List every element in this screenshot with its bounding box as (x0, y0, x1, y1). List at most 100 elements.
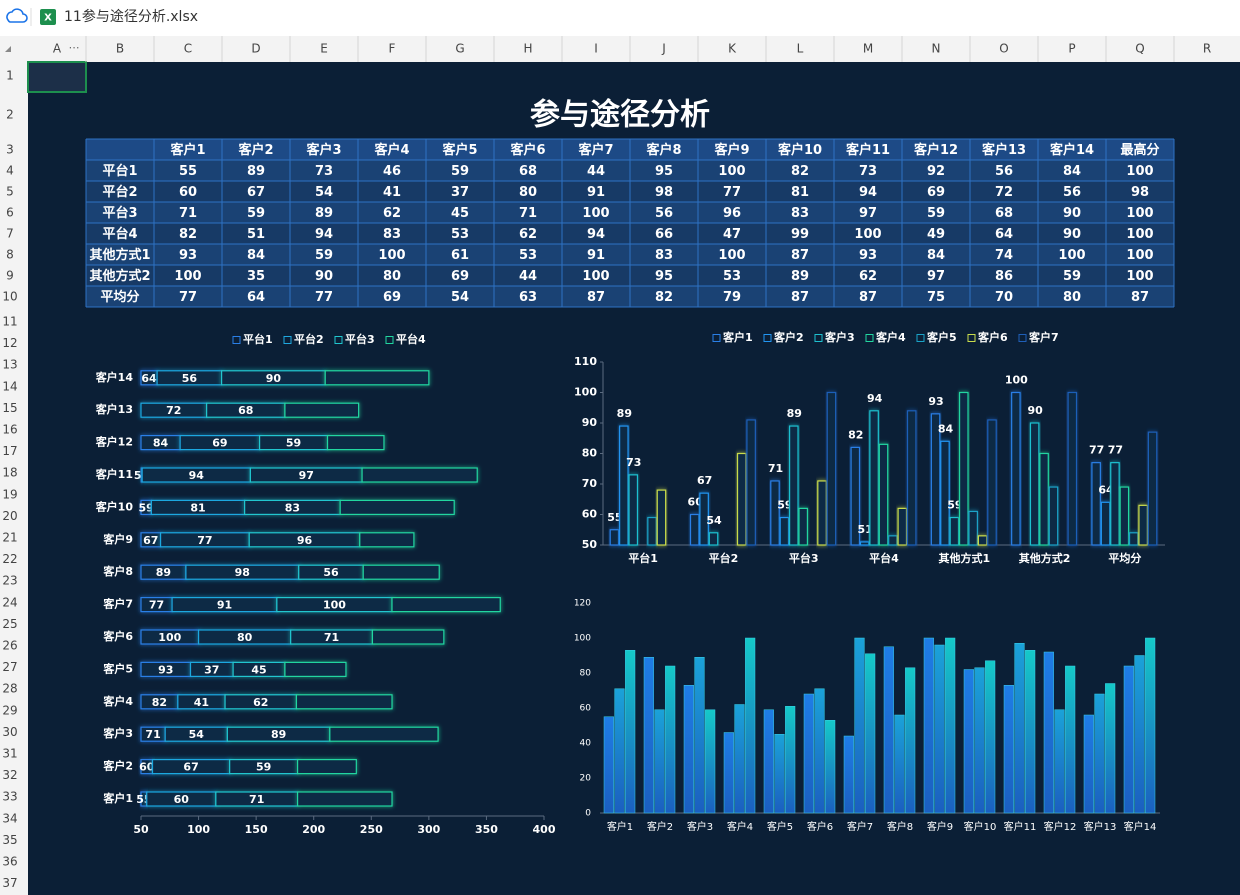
column-header[interactable]: R (1203, 42, 1211, 56)
x-tick-label: 200 (302, 823, 325, 836)
column-header[interactable]: K (728, 42, 737, 56)
row-header[interactable]: 3 (6, 143, 14, 157)
table-cell: 73 (859, 164, 877, 179)
table-cell: 77 (315, 290, 333, 305)
bar (647, 516, 657, 546)
table-cell: 62 (519, 227, 537, 242)
row-header[interactable]: 26 (2, 639, 17, 653)
row-header[interactable]: 5 (6, 185, 14, 199)
row-header[interactable]: 36 (2, 855, 17, 869)
column-header[interactable]: P (1068, 42, 1075, 56)
table-cell: 60 (179, 185, 197, 200)
row-header[interactable]: 15 (2, 401, 17, 415)
row-header[interactable]: 1 (6, 69, 14, 83)
row-header[interactable]: 6 (6, 206, 14, 220)
column-header[interactable]: Q (1135, 42, 1144, 56)
row-header[interactable]: 19 (2, 487, 17, 501)
column-header[interactable]: A (53, 42, 62, 56)
data-label: 89 (156, 566, 171, 579)
row-header[interactable]: 4 (6, 164, 14, 178)
row-header[interactable]: 37 (2, 876, 17, 890)
row-header[interactable]: 7 (6, 227, 14, 241)
column-header[interactable]: J (661, 42, 666, 56)
row-header[interactable]: 24 (2, 595, 17, 609)
row-header[interactable]: 10 (2, 290, 17, 304)
table-cell: 59 (451, 164, 469, 179)
column-header[interactable]: I (594, 42, 598, 56)
bar-segment (326, 435, 385, 451)
y-tick-label: 客户12 (95, 435, 133, 449)
bar (826, 391, 837, 546)
x-tick-label: 客户7 (847, 820, 873, 833)
row-header[interactable]: 8 (6, 248, 14, 262)
y-tick-label: 客户7 (102, 597, 133, 611)
legend-label: 客户5 (926, 330, 957, 344)
bar-segment (329, 726, 439, 742)
row-header[interactable]: 34 (2, 811, 17, 825)
row-header[interactable]: 2 (6, 108, 14, 122)
x-tick-label: 平台3 (789, 551, 819, 565)
row-header[interactable]: 20 (2, 509, 17, 523)
x-tick-label: 客户5 (767, 820, 793, 833)
table-cell: 35 (247, 269, 265, 284)
legend-label: 平台2 (294, 332, 324, 346)
row-header[interactable]: 12 (2, 336, 17, 350)
row-header[interactable]: 21 (2, 531, 17, 545)
row-header[interactable]: 25 (2, 617, 17, 631)
data-label: 77 (1089, 444, 1104, 457)
column-header[interactable]: L (797, 42, 804, 56)
table-row-label: 平台2 (102, 184, 137, 200)
data-label: 90 (1028, 404, 1044, 417)
table-cell: 100 (1058, 248, 1085, 263)
column-header[interactable]: B (116, 42, 124, 56)
table-cell: 86 (995, 269, 1013, 284)
column-header[interactable]: H (523, 42, 532, 56)
row-header[interactable]: 33 (2, 790, 17, 804)
row-header[interactable]: 23 (2, 574, 17, 588)
column-header[interactable]: N (932, 42, 941, 56)
table-cell: 84 (1063, 164, 1081, 179)
row-header[interactable]: 13 (2, 358, 17, 372)
bar (603, 716, 614, 814)
row-header[interactable]: 35 (2, 833, 17, 847)
data-label: 98 (235, 566, 250, 579)
column-header[interactable]: O (999, 42, 1008, 56)
row-header[interactable]: 29 (2, 703, 17, 717)
row-header[interactable]: 30 (2, 725, 17, 739)
row-header[interactable]: 18 (2, 466, 17, 480)
legend-swatch (967, 334, 976, 342)
data-label: 37 (204, 663, 219, 676)
row-header[interactable]: 14 (2, 379, 17, 393)
file-name[interactable]: 11参与途径分析.xlsx (64, 8, 198, 25)
table-row-label: 平均分 (100, 289, 139, 305)
row-header[interactable]: 28 (2, 682, 17, 696)
row-header[interactable]: 16 (2, 423, 17, 437)
row-header[interactable]: 31 (2, 747, 17, 761)
table-row-label: 其他方式2 (89, 268, 150, 284)
table-cell: 77 (723, 185, 741, 200)
data-label: 60 (688, 496, 704, 509)
select-all[interactable] (5, 46, 11, 52)
table-cell: 87 (587, 290, 605, 305)
selected-cell[interactable] (27, 61, 87, 93)
bar (878, 443, 889, 546)
column-header[interactable]: C (184, 42, 192, 56)
column-header[interactable]: M (863, 42, 873, 56)
table-cell: 73 (315, 164, 333, 179)
column-header[interactable]: E (320, 42, 328, 56)
cloud-icon[interactable] (6, 8, 28, 23)
row-header[interactable]: 17 (2, 444, 17, 458)
data-label: 91 (217, 599, 232, 612)
row-header[interactable]: 32 (2, 768, 17, 782)
row-header[interactable]: 9 (6, 269, 14, 283)
row-header[interactable]: 27 (2, 660, 17, 674)
table-cell: 59 (1063, 269, 1081, 284)
column-header[interactable]: G (455, 42, 464, 56)
row-header[interactable]: 11 (2, 315, 17, 329)
data-label: 89 (787, 407, 802, 420)
y-tick-label: 50 (582, 538, 598, 551)
column-header[interactable]: F (389, 42, 396, 56)
column-header[interactable]: D (251, 42, 260, 56)
row-header[interactable]: 22 (2, 552, 17, 566)
